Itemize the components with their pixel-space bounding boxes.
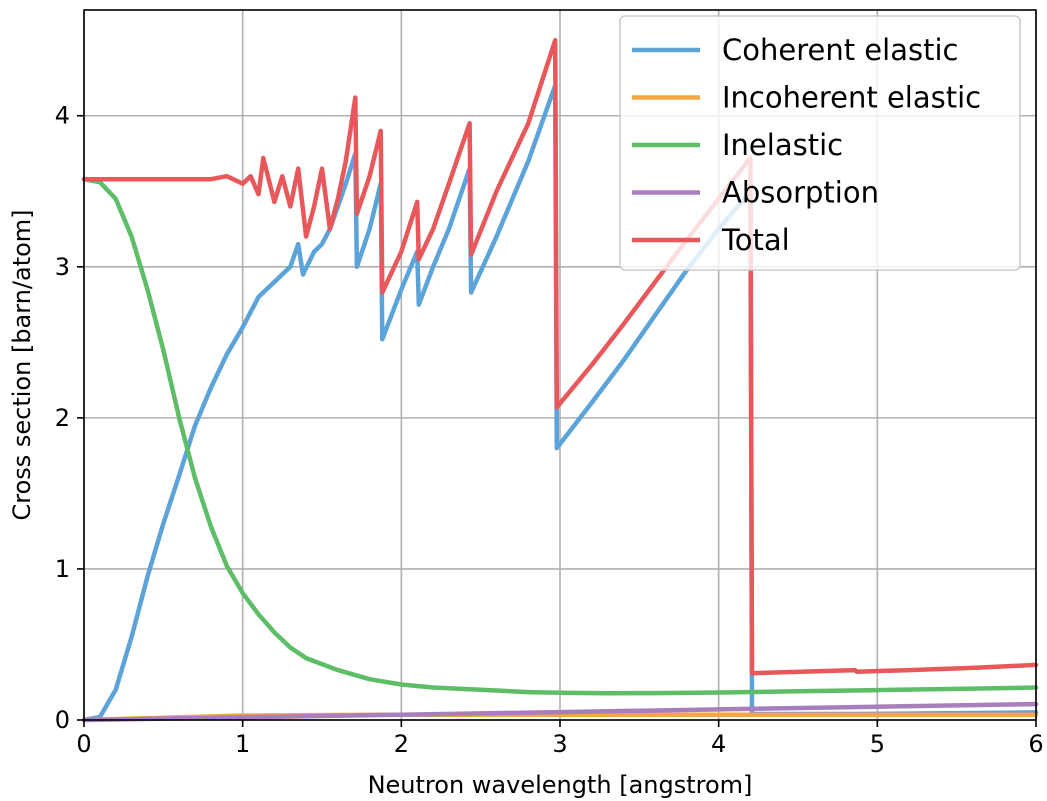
x-tick-label: 3 [552, 730, 567, 758]
series-lines [81, 37, 1039, 723]
y-axis-label: Cross section [barn/atom] [8, 209, 36, 520]
x-tick-label: 4 [711, 730, 726, 758]
series-line-inelastic [81, 176, 1039, 696]
x-tick-label: 6 [1028, 730, 1043, 758]
legend-label-total: Total [721, 223, 790, 257]
x-tick-label: 5 [870, 730, 885, 758]
x-tick-label: 1 [235, 730, 250, 758]
legend-label-inelastic: Inelastic [722, 128, 843, 162]
y-tick-label: 4 [55, 102, 70, 130]
x-axis-label: Neutron wavelength [angstrom] [368, 771, 753, 799]
y-tick-label: 3 [55, 253, 70, 281]
series-line-absorption [81, 701, 1039, 723]
legend-box [619, 15, 1021, 271]
legend-label-coherent-elastic: Coherent elastic [722, 33, 958, 67]
legend: Coherent elastic Incoherent elastic Inelas… [619, 15, 1021, 271]
y-tick-label: 1 [55, 555, 70, 583]
legend-label-absorption: Absorption [722, 176, 879, 210]
y-tick-label: 2 [55, 404, 70, 432]
x-tick-label: 0 [76, 730, 91, 758]
axis-ticks: 0 1 2 3 4 5 6 0 1 2 3 4 [55, 102, 1044, 758]
series-line-coherent-elastic [81, 83, 1039, 723]
x-tick-label: 2 [394, 730, 409, 758]
y-tick-label: 0 [55, 706, 70, 734]
legend-label-incoherent-elastic: Incoherent elastic [722, 81, 981, 115]
